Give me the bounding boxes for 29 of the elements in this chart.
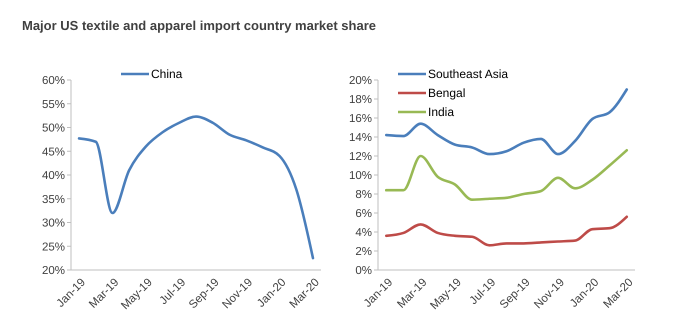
y-tick-label: 4% <box>355 227 372 240</box>
line-series <box>384 216 628 247</box>
line-series <box>384 88 628 156</box>
y-tick-label: 10% <box>348 170 372 182</box>
chart-title: Major US textile and apparel import country market share <box>22 18 376 33</box>
y-tick-label: 45% <box>42 146 65 158</box>
y-tick-label: 35% <box>42 194 65 206</box>
y-tick-label: 20% <box>348 75 372 88</box>
y-tick-label: 55% <box>42 98 65 111</box>
y-tick-label: 18% <box>348 94 372 106</box>
y-tick-label: 14% <box>348 132 372 144</box>
legend-label: China <box>151 67 183 82</box>
legend-label: India <box>428 105 454 120</box>
y-tick-label: 40% <box>42 170 65 182</box>
y-tick-label: 2% <box>355 246 372 258</box>
y-tick-label: 6% <box>355 208 372 220</box>
line-series <box>384 149 628 201</box>
y-tick-label: 50% <box>42 122 65 135</box>
y-tick-label: 8% <box>355 189 372 202</box>
y-tick-label: 20% <box>42 265 65 278</box>
y-tick-label: 25% <box>42 241 65 254</box>
y-tick-label: 16% <box>348 113 372 126</box>
y-tick-label: 0% <box>355 265 372 278</box>
y-tick-label: 60% <box>42 75 65 88</box>
legend-label: Bengal <box>428 86 466 100</box>
y-tick-label: 12% <box>348 151 372 164</box>
legend-label: Southeast Asia <box>428 67 508 82</box>
y-tick-label: 30% <box>42 218 65 230</box>
line-series <box>78 115 314 260</box>
